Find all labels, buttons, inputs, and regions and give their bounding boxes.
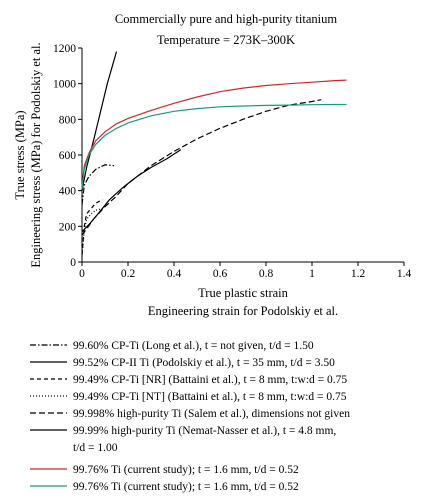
series-line-7 [81,79,347,188]
series-line-2 [81,51,118,191]
x-axis-label-secondary: Engineering strain for Podolskiy et al. [148,304,338,318]
legend-label-8: 99.76% Ti (current study); t = 1.6 mm, t… [73,481,299,493]
legend-label-5: 99.998% high-purity Ti (Salem et al.), d… [73,408,350,420]
chart-subtitle: Temperature = 273K–300K [157,33,295,47]
legend-label-1: 99.60% CP-Ti (Long et al.), t = not give… [73,340,314,352]
x-axis-label: True plastic strain [198,286,289,300]
y-tick-label: 400 [59,186,77,198]
legend-label-6: t/d = 1.00 [73,442,118,454]
axis-ticks: 0 0.2 0.4 0.6 0.8 1 1.2 1.4 0 200 400 600 800 1000 120… [53,43,411,280]
series-line-8 [81,103,347,189]
legend-label-6: 99.99% high-purity Ti (Nemat-Nasser et a… [73,425,336,437]
legend-label-2: 99.52% CP-II Ti (Podolskiy et al.), t = … [73,357,335,369]
y-tick-label: 1200 [53,43,76,55]
x-tick-label: 1 [309,268,315,280]
legend-label-7: 99.76% Ti (current study); t = 1.6 mm, t… [73,464,299,476]
y-tick-label: 0 [70,257,76,269]
x-tick-label: 1.2 [351,268,366,280]
y-tick-label: 800 [59,114,77,126]
x-tick-label: 0.4 [167,268,182,280]
y-tick-label: 1000 [53,79,76,91]
series-layer [81,51,347,257]
y-axis-label-secondary: Engineering stress (MPa) for Podolskiy e… [29,42,43,267]
series-line-5 [81,99,322,236]
axes [81,48,404,263]
y-axis-label: True stress (MPa) [13,110,27,199]
y-tick-label: 200 [59,221,77,233]
x-tick-label: 0.2 [121,268,136,280]
series-line-4 [81,207,103,257]
y-tick-label: 600 [59,150,77,162]
series-line-1 [81,164,115,205]
x-tick-label: 0.8 [259,268,274,280]
legend-label-4: 99.49% CP-Ti [NT] (Battaini et al.), t =… [73,391,347,403]
series-line-6 [81,149,182,233]
legend: 99.60% CP-Ti (Long et al.), t = not give… [30,340,350,493]
legend-label-3: 99.49% CP-Ti [NR] (Battaini et al.), t =… [73,374,347,386]
x-tick-label: 0.6 [213,268,228,280]
chart-title: Commercially pure and high-purity titani… [115,12,337,26]
series-line-3 [81,199,103,255]
x-tick-label: 1.4 [397,268,412,280]
x-tick-label: 0 [79,268,85,280]
